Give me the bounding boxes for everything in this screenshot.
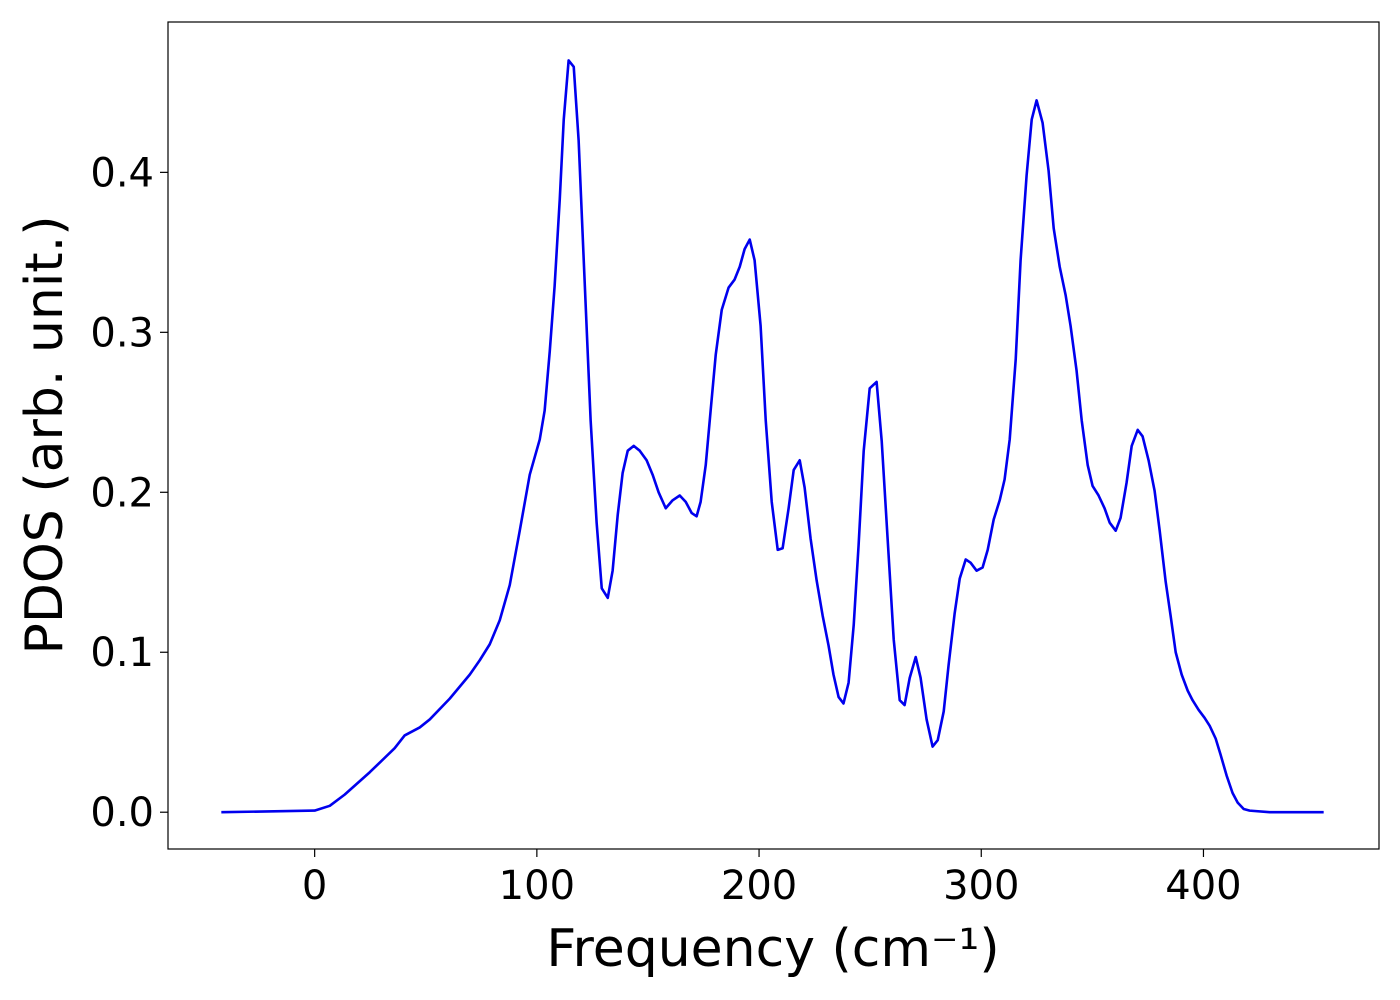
y-tick-label: 0.0: [90, 790, 154, 836]
x-tick-label: 300: [943, 863, 1019, 909]
x-tick-label: 100: [499, 863, 575, 909]
x-tick-label: 200: [721, 863, 797, 909]
y-tick-label: 0.4: [90, 150, 154, 196]
x-tick-label: 0: [302, 863, 327, 909]
y-tick-label: 0.3: [90, 310, 154, 356]
y-axis-label: PDOS (arb. unit.): [15, 215, 75, 654]
y-tick-label: 0.2: [90, 470, 154, 516]
plot-frame: [167, 21, 1380, 850]
y-tick-label: 0.1: [90, 630, 154, 676]
data-line: [221, 59, 1324, 814]
x-axis-label: Frequency (cm⁻¹): [546, 919, 999, 979]
x-tick-label: 400: [1165, 863, 1241, 909]
